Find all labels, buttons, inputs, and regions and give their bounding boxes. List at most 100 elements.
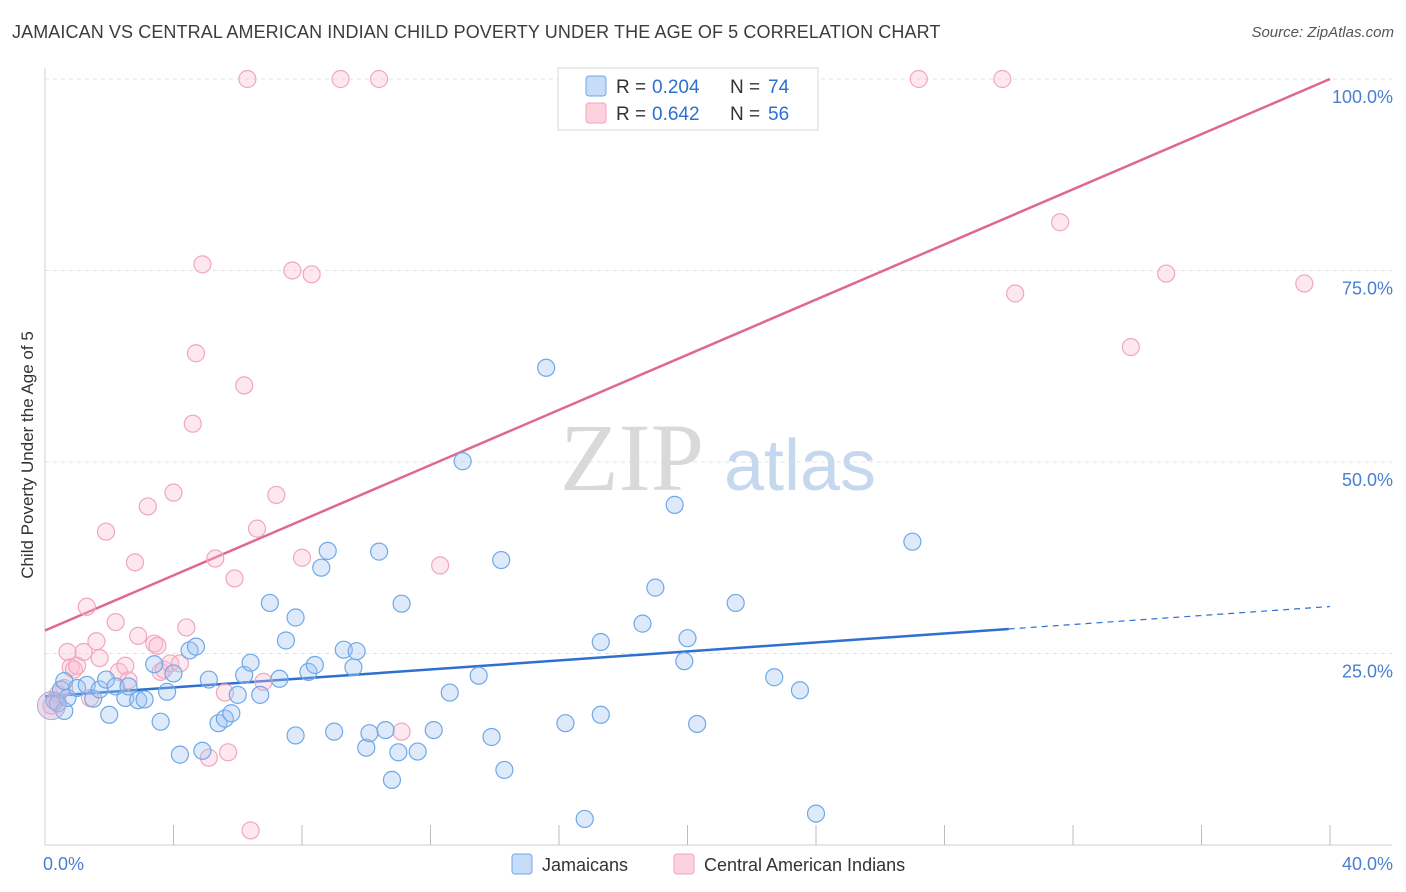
point-cai: [238, 69, 257, 89]
point-cai: [87, 632, 106, 651]
point-jamaicans: [376, 720, 395, 740]
point-cai: [193, 255, 212, 274]
point-cai: [170, 654, 190, 673]
point-jamaicans: [164, 664, 183, 683]
point-jamaicans: [575, 809, 594, 829]
point-jamaicans: [58, 688, 77, 708]
point-jamaicans: [591, 632, 610, 652]
point-jamaicans: [790, 681, 810, 700]
point-cai: [219, 743, 238, 762]
point-cai: [161, 654, 180, 673]
point-jamaicans: [151, 712, 170, 731]
point-jamaicans: [251, 685, 270, 704]
point-cai: [186, 344, 206, 363]
point-cai: [77, 597, 96, 616]
point-jamaicans: [312, 558, 331, 577]
point-cai: [909, 69, 928, 89]
point-jamaicans: [222, 704, 241, 723]
point-cai: [993, 69, 1012, 89]
point-cai: [292, 548, 312, 567]
legend-n-value-1: 74: [768, 77, 790, 98]
legend-r-value-1: 0.204: [652, 77, 700, 98]
point-jamaicans: [765, 668, 784, 687]
y-tick-label: 50.0%: [1342, 470, 1393, 490]
point-cai: [96, 522, 116, 541]
point-cai: [1051, 213, 1070, 232]
point-jamaicans: [100, 705, 119, 724]
point-jamaicans: [344, 658, 363, 677]
legend-r-label-2: R =: [616, 104, 646, 125]
point-jamaicans: [84, 689, 103, 708]
tick-labels: 25.0% 50.0% 75.0% 100.0% 0.0% 40.0%: [43, 87, 1393, 874]
trend-line-jamaicans-extension: [1008, 605, 1331, 630]
point-jamaicans: [678, 629, 697, 648]
point-jamaicans: [556, 714, 575, 733]
point-jamaicans: [665, 495, 684, 514]
point-cai: [241, 821, 260, 840]
stats-legend: R = 0.204 N = 74 R = 0.642 N = 56: [557, 67, 819, 131]
point-jamaicans: [408, 742, 427, 761]
point-jamaicans: [209, 714, 228, 733]
source-label: Source: ZipAtlas.com: [1251, 24, 1394, 41]
point-jamaicans: [537, 358, 556, 377]
point-jamaicans: [228, 685, 247, 704]
point-jamaicans: [96, 670, 116, 689]
point-jamaicans: [495, 760, 514, 780]
point-cai: [177, 618, 196, 637]
legend-r-label-1: R =: [616, 77, 646, 98]
point-jamaicans: [286, 608, 305, 627]
point-jamaicans: [492, 550, 511, 570]
point-jamaicans: [145, 655, 164, 674]
point-jamaicans: [135, 690, 154, 709]
series-legend: Jamaicans Central American Indians: [511, 853, 905, 875]
trend-line-cai: [44, 77, 1331, 632]
point-jamaicans: [199, 670, 218, 689]
y-tick-label: 100.0%: [1332, 87, 1393, 107]
point-cai: [392, 722, 411, 741]
point-cai: [235, 376, 254, 395]
point-jamaicans: [633, 614, 652, 633]
point-jamaicans: [193, 741, 212, 760]
trend-lines: [44, 77, 1331, 698]
watermark-atlas: atlas: [724, 426, 876, 506]
point-jamaicans: [241, 653, 260, 672]
point-cai: [1006, 284, 1025, 303]
point-cai: [370, 69, 389, 89]
point-jamaicans: [806, 804, 826, 823]
point-cai: [74, 642, 93, 662]
point-jamaicans: [270, 669, 289, 688]
point-jamaicans: [260, 593, 279, 613]
legend-n-label-2: N =: [730, 104, 760, 125]
point-jamaicans: [360, 724, 379, 743]
point-jamaicans: [276, 631, 296, 650]
point-jamaicans: [318, 541, 337, 560]
point-jamaicans: [482, 727, 501, 747]
point-cai: [199, 748, 218, 767]
point-jamaicans: [325, 722, 344, 741]
point-cai: [90, 648, 109, 668]
point-jamaicans: [726, 593, 745, 613]
point-cai: [164, 483, 183, 502]
point-cai: [58, 642, 77, 662]
legend-label-cai: Central American Indians: [704, 855, 905, 875]
point-cai: [431, 556, 450, 575]
point-cai: [129, 626, 148, 645]
point-jamaicans: [357, 738, 376, 757]
point-cai: [145, 634, 164, 653]
point-jamaicans: [157, 682, 177, 701]
y-tick-label: 25.0%: [1342, 662, 1393, 682]
point-jamaicans: [370, 542, 389, 561]
point-jamaicans: [129, 691, 148, 710]
point-cai: [331, 69, 350, 89]
point-jamaicans: [305, 655, 324, 675]
point-cai: [116, 656, 135, 675]
legend-swatch-cai-bottom: [673, 853, 695, 875]
point-jamaicans: [453, 452, 472, 471]
chart-title: JAMAICAN VS CENTRAL AMERICAN INDIAN CHIL…: [12, 22, 941, 42]
point-jamaicans: [347, 642, 366, 661]
point-jamaicans: [903, 532, 922, 551]
point-cai: [225, 569, 244, 588]
point-jamaicans: [591, 705, 610, 724]
axes: [44, 68, 1392, 846]
point-jamaicans: [392, 594, 411, 613]
